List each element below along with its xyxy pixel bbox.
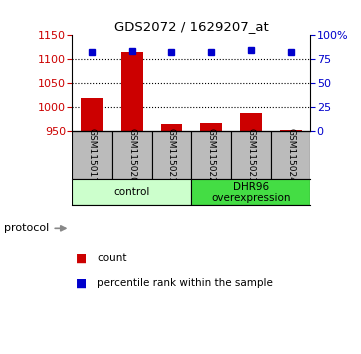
Text: GSM115023: GSM115023 [247, 127, 255, 182]
Text: ■: ■ [76, 277, 87, 290]
Text: ■: ■ [76, 252, 87, 265]
Bar [200, 123, 222, 131]
Text: GSM115020: GSM115020 [127, 127, 136, 182]
Text: protocol: protocol [4, 223, 49, 233]
Bar [161, 124, 182, 131]
Bar [81, 98, 103, 131]
Text: GSM115017: GSM115017 [88, 127, 96, 183]
Bar [280, 130, 301, 131]
Text: GSM115024: GSM115024 [286, 128, 295, 182]
Text: GSM115022: GSM115022 [207, 128, 216, 182]
Text: percentile rank within the sample: percentile rank within the sample [97, 278, 273, 288]
Title: GDS2072 / 1629207_at: GDS2072 / 1629207_at [114, 20, 269, 33]
Text: control: control [114, 187, 150, 197]
Text: GSM115021: GSM115021 [167, 127, 176, 182]
Bar [72, 179, 191, 205]
Bar [112, 131, 152, 179]
Bar [72, 131, 112, 179]
Text: DHR96
overexpression: DHR96 overexpression [211, 182, 291, 203]
Text: count: count [97, 253, 127, 263]
Bar [152, 131, 191, 179]
Bar [191, 179, 310, 205]
Bar [191, 131, 231, 179]
Bar [240, 113, 262, 131]
Bar [271, 131, 310, 179]
Bar [231, 131, 271, 179]
Bar [121, 52, 143, 131]
